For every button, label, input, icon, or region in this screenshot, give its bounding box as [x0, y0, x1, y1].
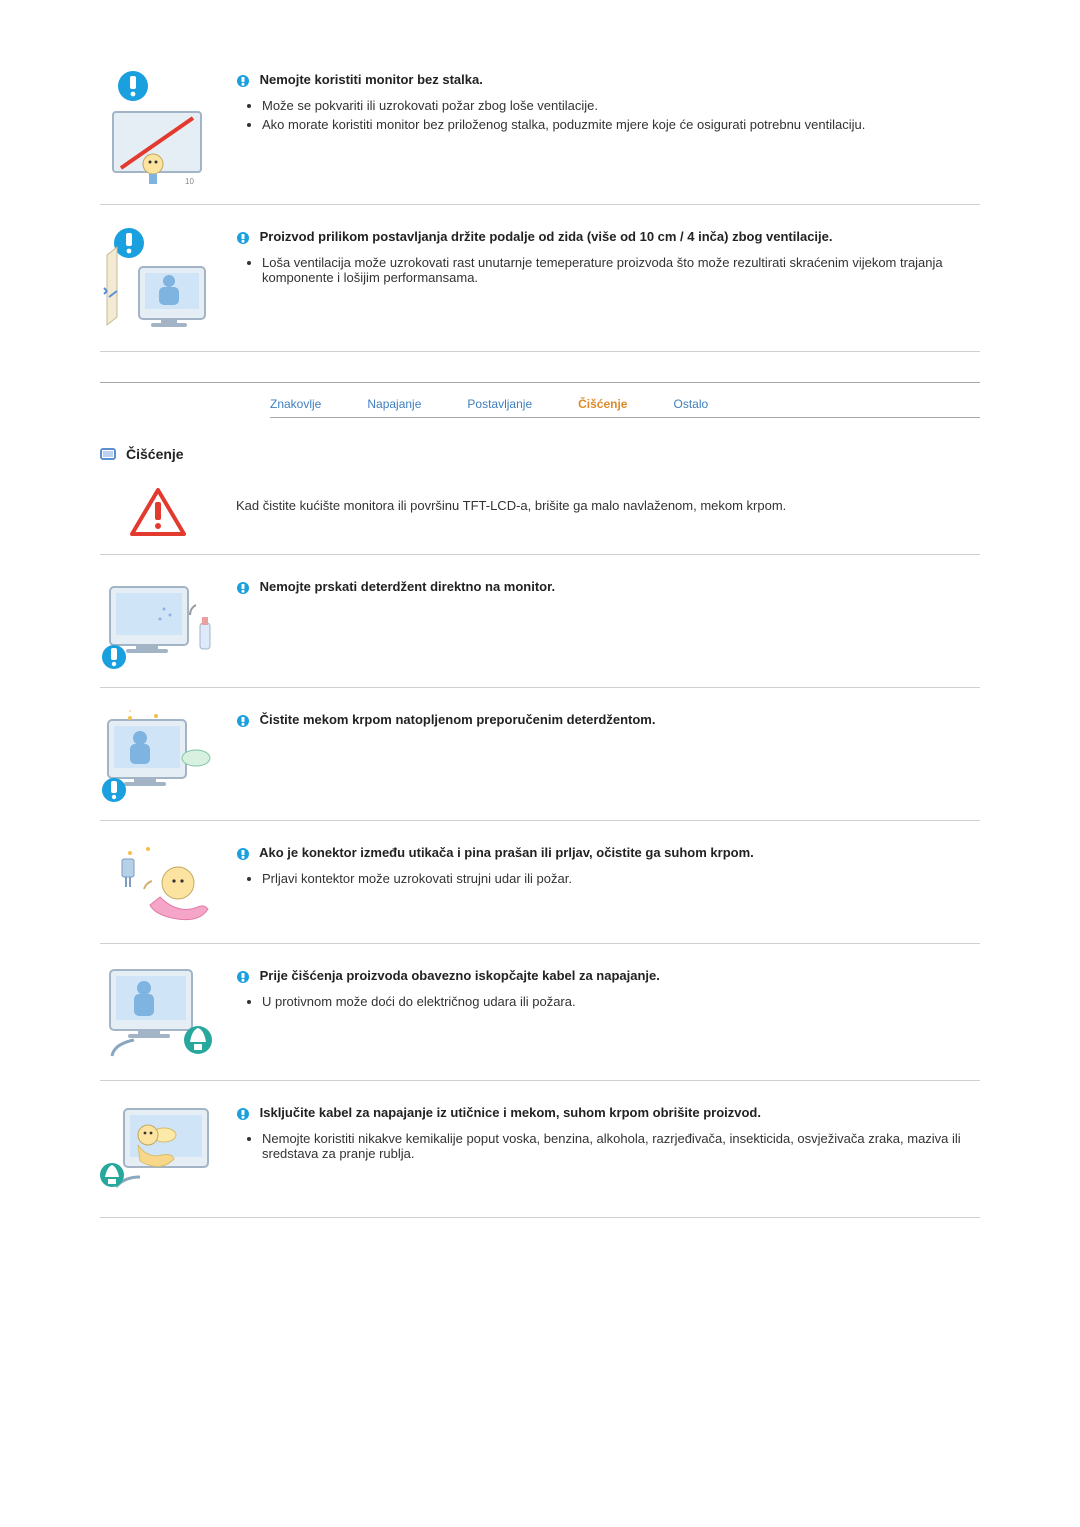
tab-ciscenje[interactable]: Čišćenje [578, 397, 627, 411]
bullet: Nemojte koristiti nikakve kemikalije pop… [262, 1131, 980, 1161]
illustration-warning-triangle [100, 488, 216, 538]
setup-item-bullets: Može se pokvariti ili uzrokovati požar z… [262, 98, 980, 132]
illustration-monitor-no-stand: 10 [100, 68, 216, 188]
setup-item-content: Nemojte koristiti monitor bez stalka. Mo… [236, 68, 980, 188]
bullet: Loša ventilacija može uzrokovati rast un… [262, 255, 980, 285]
setup-item: 10 Nemojte koristiti monitor bez stalka.… [100, 60, 980, 205]
bullet: U protivnom može doći do električnog uda… [262, 994, 980, 1009]
cleaning-item-heading: Isključite kabel za napajanje iz utičnic… [260, 1105, 761, 1120]
cleaning-item: Ako je konektor između utikača i pina pr… [100, 833, 980, 944]
setup-item-heading: Nemojte koristiti monitor bez stalka. [260, 72, 483, 87]
notice-icon [236, 231, 250, 245]
tab-znakovlje[interactable]: Znakovlje [270, 397, 321, 411]
svg-text:10: 10 [185, 177, 194, 186]
bullet: Ako morate koristiti monitor bez prilože… [262, 117, 980, 132]
cleaning-intro-text: Kad čistite kućište monitora ili površin… [236, 498, 980, 513]
setup-item-content: Proizvod prilikom postavljanja držite po… [236, 225, 980, 335]
section-icon [100, 446, 116, 462]
illustration-soft-cloth [100, 708, 216, 804]
nav-tabs: Znakovlje Napajanje Postavljanje Čišćenj… [270, 383, 980, 418]
illustration-connector-dust [100, 841, 216, 927]
setup-item: Proizvod prilikom postavljanja držite po… [100, 217, 980, 352]
notice-icon [236, 1107, 250, 1121]
cleaning-item: Isključite kabel za napajanje iz utičnic… [100, 1093, 980, 1218]
notice-icon [236, 581, 250, 595]
tab-napajanje[interactable]: Napajanje [367, 397, 421, 411]
cleaning-intro-row: Kad čistite kućište monitora ili površin… [100, 480, 980, 555]
bullet: Prljavi kontektor može uzrokovati strujn… [262, 871, 980, 886]
tab-ostalo[interactable]: Ostalo [673, 397, 708, 411]
bullet: Može se pokvariti ili uzrokovati požar z… [262, 98, 980, 113]
notice-icon [236, 970, 250, 984]
cleaning-item-heading: Ako je konektor između utikača i pina pr… [259, 845, 754, 860]
notice-icon [236, 74, 250, 88]
page-container: 10 Nemojte koristiti monitor bez stalka.… [0, 0, 1080, 1310]
notice-icon [236, 714, 250, 728]
cleaning-item-heading: Nemojte prskati deterdžent direktno na m… [260, 579, 555, 594]
cleaning-item-heading: Prije čišćenja proizvoda obavezno iskopč… [260, 968, 660, 983]
cleaning-item: Čistite mekom krpom natopljenom preporuč… [100, 700, 980, 821]
cleaning-item: Prije čišćenja proizvoda obavezno iskopč… [100, 956, 980, 1081]
illustration-no-spray [100, 575, 216, 671]
cleaning-item-heading: Čistite mekom krpom natopljenom preporuč… [260, 712, 656, 727]
notice-icon [236, 847, 250, 861]
section-title: Čišćenje [126, 446, 184, 462]
illustration-dry-cloth-wipe [100, 1101, 216, 1201]
section-header-cleaning: Čišćenje [100, 446, 980, 462]
illustration-unplug-before-clean [100, 964, 216, 1064]
setup-item-heading: Proizvod prilikom postavljanja držite po… [260, 229, 833, 244]
tab-postavljanje[interactable]: Postavljanje [467, 397, 532, 411]
illustration-wall-ventilation [100, 225, 216, 335]
cleaning-item: Nemojte prskati deterdžent direktno na m… [100, 567, 980, 688]
